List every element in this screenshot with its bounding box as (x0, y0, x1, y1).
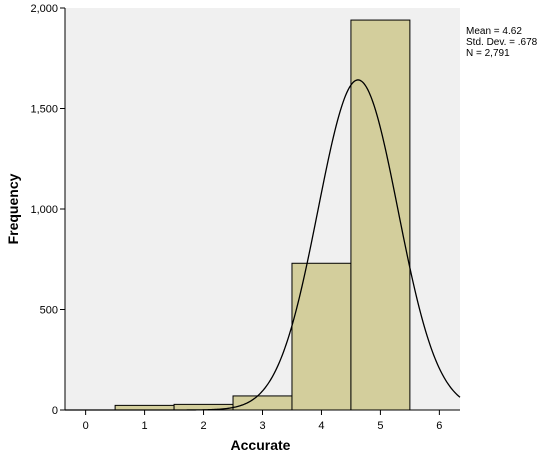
histogram-bar-0 (114, 404, 175, 411)
stats-box: Mean = 4.62 Std. Dev. = .678 N = 2,791 (466, 26, 538, 59)
y-tick-label: 500 (40, 305, 58, 317)
y-tick-label: 0 (52, 405, 58, 417)
x-axis-ticks: 0 1 2 3 4 5 6 (83, 410, 442, 432)
x-tick-label: 1 (142, 420, 148, 432)
x-tick-label: 6 (436, 420, 442, 432)
bars-group (114, 19, 411, 411)
x-tick-label: 2 (200, 420, 206, 432)
y-axis-ticks: 0 500 1,000 1,500 2,000 (30, 3, 65, 417)
y-tick-label: 2,000 (30, 3, 58, 15)
histogram-bar-2 (232, 395, 293, 411)
x-tick-label: 3 (259, 420, 265, 432)
histogram-bar-4 (350, 19, 411, 411)
stat-std-dev: Std. Dev. = .678 (466, 37, 538, 48)
y-axis-title: Frequency (5, 173, 21, 244)
x-axis-title: Accurate (231, 437, 291, 453)
x-tick-label: 4 (318, 420, 324, 432)
y-tick-label: 1,000 (30, 204, 58, 216)
x-tick-label: 5 (377, 420, 383, 432)
stat-n: N = 2,791 (466, 48, 510, 59)
x-tick-label: 0 (83, 420, 89, 432)
y-tick-label: 1,500 (30, 104, 58, 116)
stat-mean: Mean = 4.62 (466, 26, 522, 37)
histogram-bar-3 (291, 262, 352, 411)
